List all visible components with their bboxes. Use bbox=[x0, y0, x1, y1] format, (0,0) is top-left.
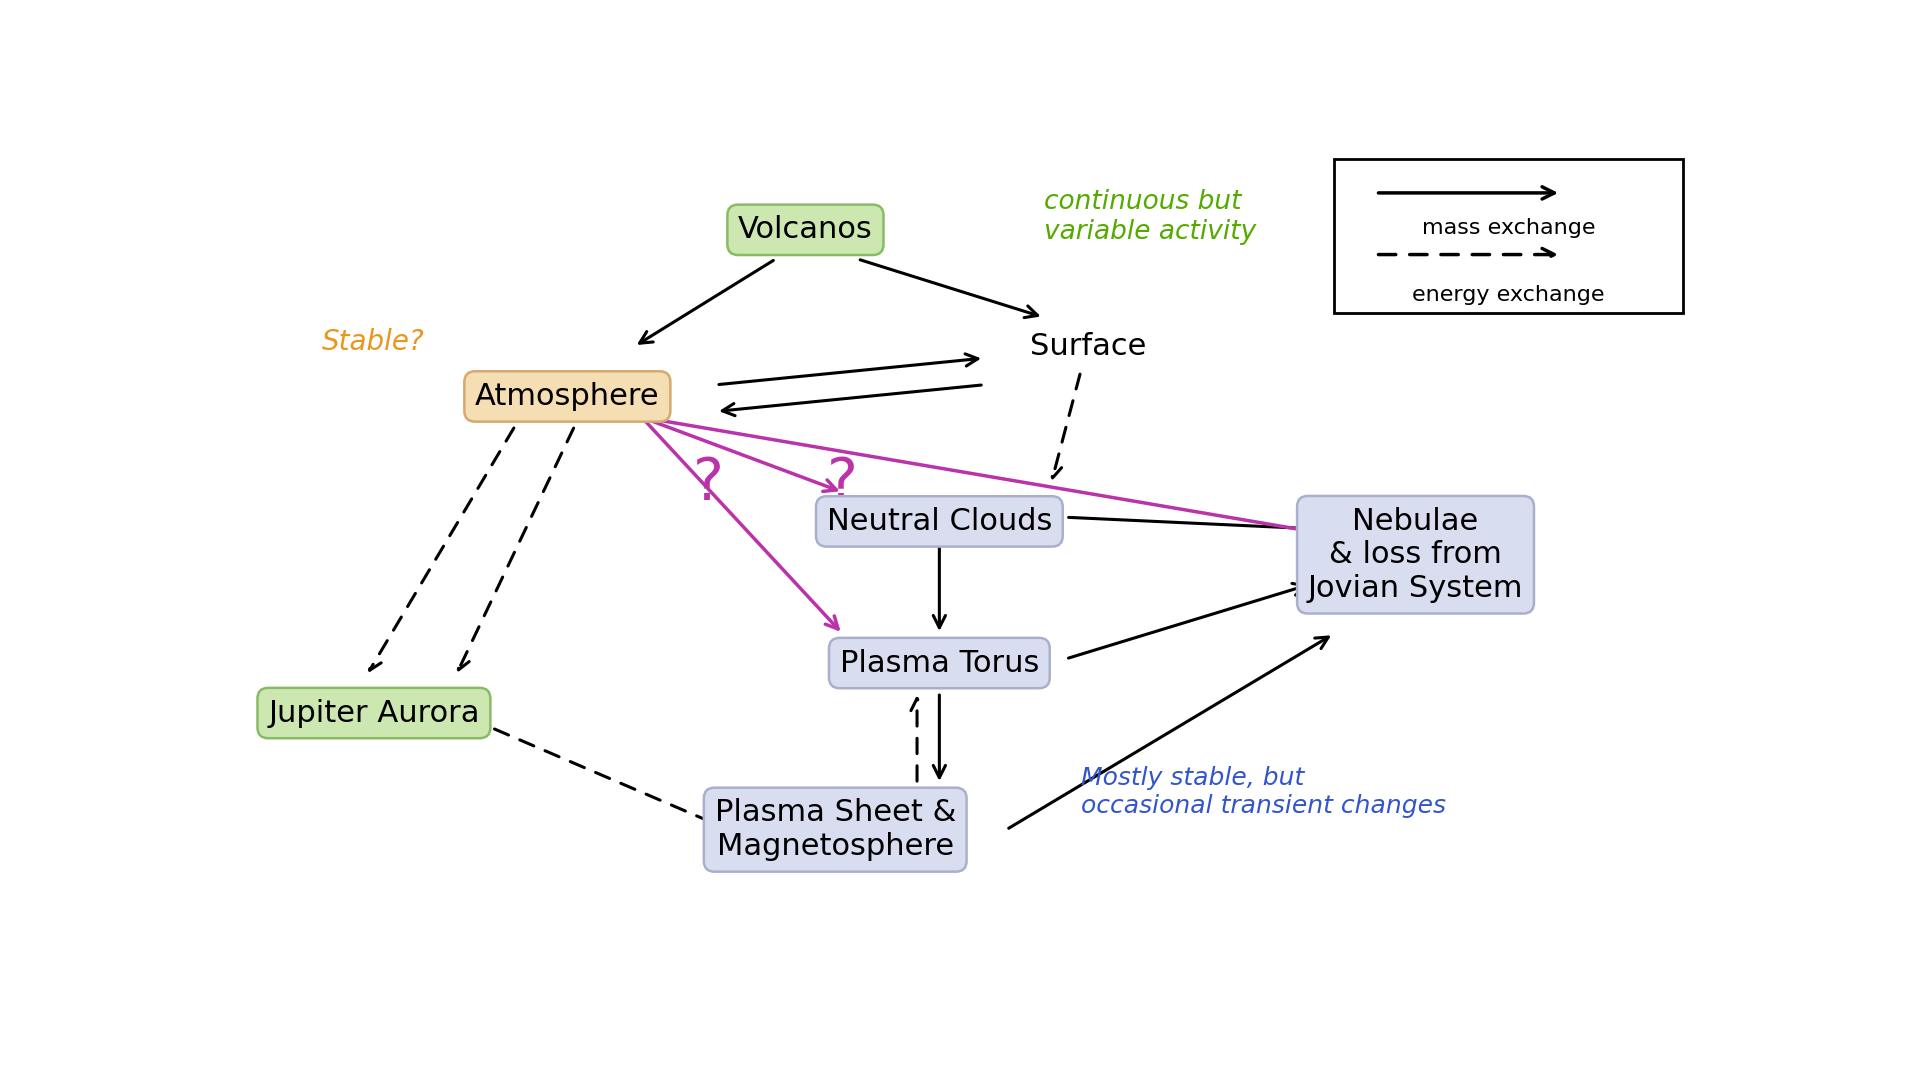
Text: ?: ? bbox=[693, 456, 724, 513]
Text: Neutral Clouds: Neutral Clouds bbox=[828, 506, 1052, 536]
Text: energy exchange: energy exchange bbox=[1413, 285, 1605, 305]
Text: Volcanos: Volcanos bbox=[737, 215, 874, 245]
Text: Atmosphere: Atmosphere bbox=[474, 382, 660, 411]
Text: continuous but
variable activity: continuous but variable activity bbox=[1044, 189, 1256, 246]
Text: mass exchange: mass exchange bbox=[1423, 219, 1596, 238]
Text: Plasma Sheet &
Magnetosphere: Plasma Sheet & Magnetosphere bbox=[714, 799, 956, 861]
Text: Surface: Surface bbox=[1029, 332, 1146, 361]
Text: ?: ? bbox=[828, 456, 858, 513]
FancyBboxPatch shape bbox=[1334, 159, 1684, 313]
Text: Nebulae
& loss from
Jovian System: Nebulae & loss from Jovian System bbox=[1308, 506, 1523, 603]
Text: Jupiter Aurora: Jupiter Aurora bbox=[269, 699, 480, 727]
Text: Mostly stable, but
occasional transient changes: Mostly stable, but occasional transient … bbox=[1081, 766, 1446, 818]
Text: Plasma Torus: Plasma Torus bbox=[839, 648, 1039, 677]
Text: Stable?: Stable? bbox=[323, 328, 424, 356]
